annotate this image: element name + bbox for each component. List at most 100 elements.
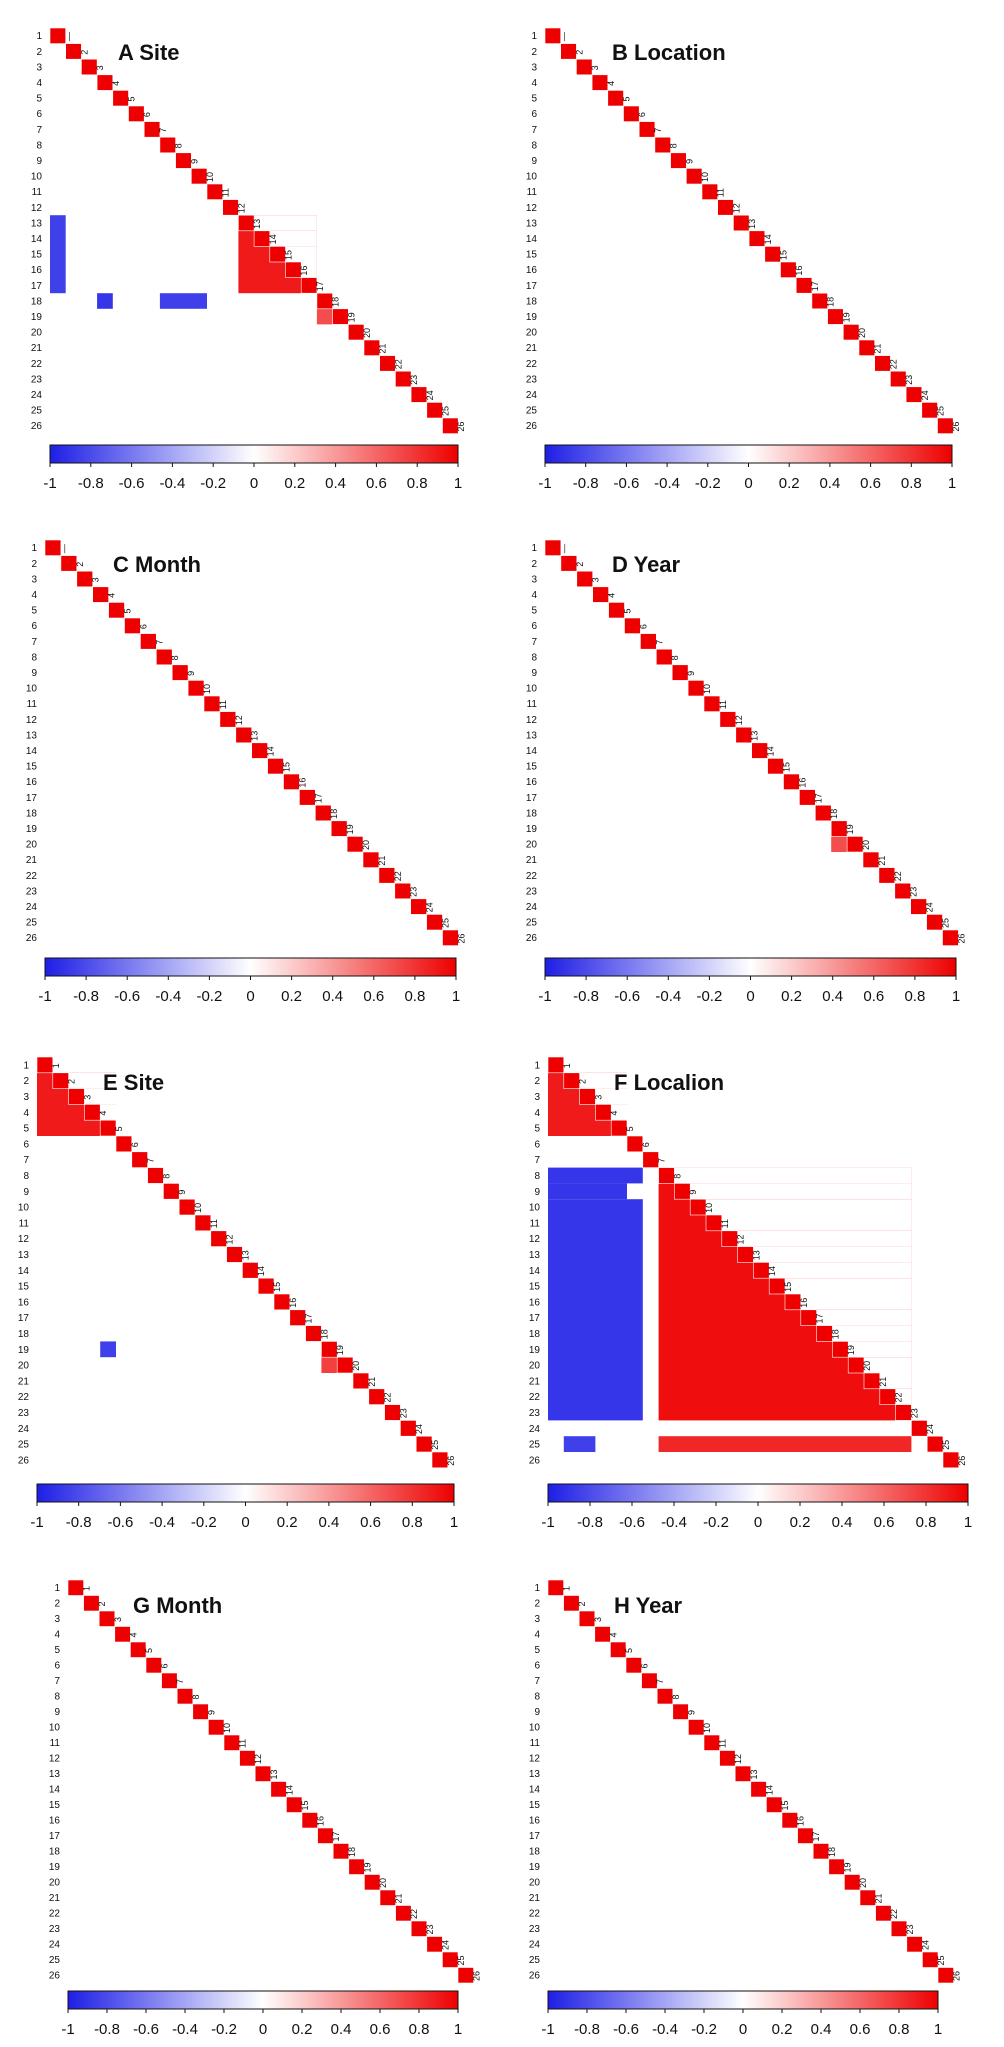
diagonal-label: 12 [253, 1754, 263, 1764]
row-label: 24 [526, 902, 538, 913]
diagonal-label: 9 [189, 159, 199, 164]
row-label: 26 [26, 933, 38, 944]
row-label: 3 [31, 574, 37, 585]
diagonal-label: 13 [750, 731, 760, 741]
diagonal-cell [846, 836, 864, 853]
row-label: 3 [534, 1092, 540, 1103]
diagonal-label: 14 [266, 746, 276, 756]
row-label: 1 [54, 1583, 60, 1594]
panel-title-text: Location [634, 40, 726, 65]
diagonal-cell [163, 1183, 180, 1200]
row-label: 10 [529, 1203, 541, 1214]
row-label: 9 [23, 1187, 29, 1198]
diagonal-cell [687, 680, 705, 697]
diagonal-cell [301, 1812, 318, 1829]
upper-triangle-mask [816, 1309, 912, 1326]
row-label: 7 [31, 637, 37, 648]
diagonal-label: 5 [144, 1648, 154, 1653]
diagonal-label: 24 [925, 902, 935, 912]
diagonal-label: 8 [672, 1174, 682, 1179]
diagonal-cell [332, 308, 349, 325]
colorbar [44, 957, 457, 977]
row-label: 5 [23, 1124, 29, 1135]
diagonal-label: 16 [797, 778, 807, 788]
colorbar-tick-label: 1 [952, 988, 960, 1005]
diagonal-label: 25 [941, 918, 951, 928]
colorbar-tick-label: 0.8 [904, 988, 925, 1005]
diagonal-cell [92, 586, 109, 603]
correlation-block [50, 215, 66, 294]
diagonal-cell [379, 1889, 396, 1906]
diagonal-label: 23 [425, 1924, 435, 1934]
colorbar-tick-label: -1 [541, 1514, 554, 1531]
upper-triangle-mask [690, 1183, 912, 1200]
row-label: 20 [529, 1361, 541, 1372]
colorbar-tick-label: -0.4 [654, 475, 680, 492]
diagonal-label: 14 [284, 1785, 294, 1795]
row-label: 17 [18, 1313, 30, 1324]
row-label: 20 [18, 1361, 30, 1372]
colorbar-tick-label: 0.4 [822, 988, 843, 1005]
row-label: 20 [526, 328, 538, 339]
row-label: 10 [526, 684, 538, 695]
row-label: 14 [18, 1266, 30, 1277]
diagonal-cell [395, 370, 412, 388]
panel-a: —234567891011121314151617181920212223242… [31, 27, 466, 492]
row-label: 22 [529, 1909, 541, 1920]
diagonal-label: 19 [845, 824, 855, 834]
diagonal-cell [703, 1734, 720, 1751]
diagonal-label: 17 [304, 1313, 314, 1323]
diagonal-cell [81, 58, 98, 76]
diagonal-cell [378, 867, 396, 884]
row-label: 7 [534, 1676, 540, 1687]
diagonal-cell [336, 1356, 354, 1374]
colorbar-tick-label: 0.4 [832, 1514, 853, 1531]
diagonal-label: 2 [79, 50, 89, 55]
diagonal-label: 14 [763, 234, 773, 244]
row-label: 5 [534, 1645, 540, 1656]
colorbar-tick-label: 0 [259, 2021, 267, 2038]
diagonal-cell [159, 136, 176, 154]
row-label: 11 [527, 699, 538, 710]
diagonal-cell [688, 1719, 705, 1736]
row-label: 14 [26, 746, 38, 757]
row-label: 3 [23, 1092, 29, 1103]
row-label: 1 [534, 1060, 540, 1071]
diagonal-cell [273, 1293, 291, 1311]
diagonal-cell [674, 1183, 691, 1200]
diagonal-cell [285, 261, 302, 278]
row-label: 9 [531, 156, 537, 167]
diagonal-cell [578, 1610, 596, 1627]
row-label: 10 [31, 172, 43, 183]
row-label: 23 [526, 374, 538, 385]
diagonal-cell [656, 1688, 674, 1705]
diagonal-label: 4 [607, 593, 617, 598]
diagonal-cell [364, 1874, 381, 1891]
colorbar-tick-label: 0.6 [360, 1514, 381, 1531]
row-label: 15 [26, 762, 38, 773]
diagonal-cell [457, 1967, 474, 1984]
diagonal-label: 22 [383, 1392, 393, 1402]
diagonal-label: 20 [351, 1361, 361, 1371]
diagonal-cell [812, 1843, 830, 1860]
diagonal-cell [560, 43, 577, 60]
upper-triangle-mask [879, 1373, 912, 1389]
diagonal-label: 23 [909, 1408, 919, 1418]
diagonal-cell [348, 1858, 365, 1875]
row-label: 18 [31, 296, 43, 307]
diagonal-label: 11 [718, 1739, 728, 1748]
diagonal-cell [267, 758, 284, 775]
diagonal-cell [176, 1688, 194, 1705]
diagonal-cell [670, 152, 687, 169]
colorbar-tick-label: 0.2 [779, 475, 800, 492]
diagonal-label: 19 [846, 1345, 856, 1355]
correlation-block [159, 293, 207, 309]
diagonal-label: 22 [393, 871, 403, 881]
diagonal-label: 2 [578, 1079, 588, 1084]
diagonal-label: 15 [783, 1282, 793, 1292]
row-label: 12 [31, 203, 43, 214]
colorbar-tick-label: 1 [964, 1514, 972, 1531]
row-label: 15 [526, 250, 538, 261]
panel-h: 1234567891011121314151617181920212223242… [529, 1579, 962, 2038]
colorbar-tick-label: -1 [61, 2021, 74, 2038]
